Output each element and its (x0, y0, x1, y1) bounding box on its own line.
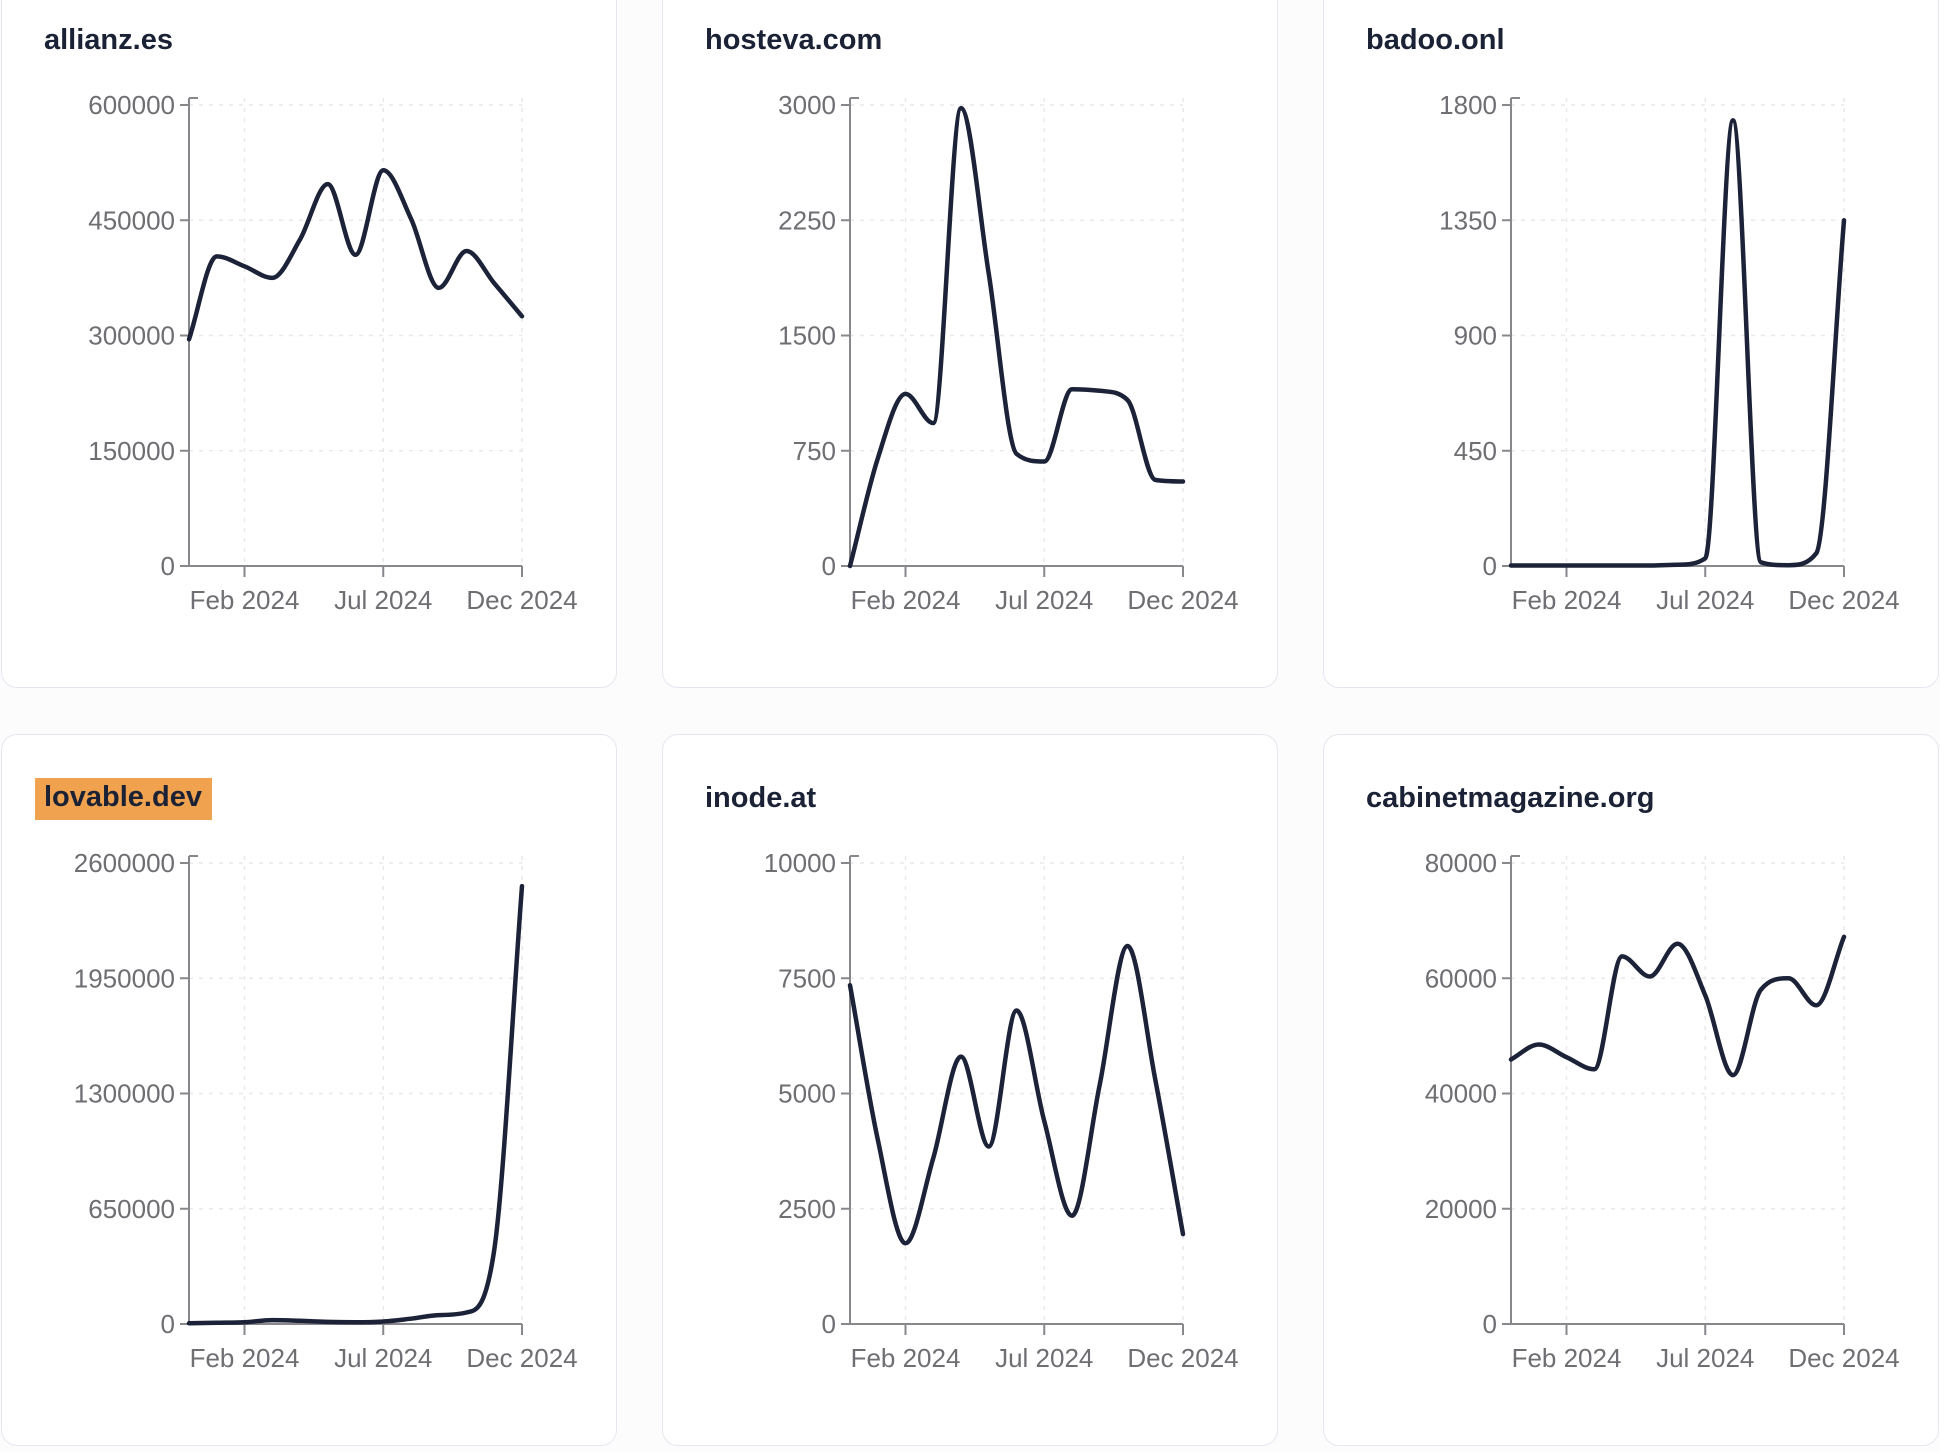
line-chart: 0 20000 40000 60000 80000 Feb 2024 Jul 2024 Dec… (1425, 848, 1900, 1373)
svg-text:0: 0 (161, 551, 175, 581)
line-chart: 0 650000 1300000 1950000 2600000 Feb 2024 Jul … (74, 848, 578, 1373)
svg-text:0: 0 (822, 551, 836, 581)
svg-text:650000: 650000 (88, 1194, 175, 1224)
chart-card-cabinetmagazine-org: cabinetmagazine.org 0 20000 40000 60000 8000… (1323, 734, 1939, 1446)
line-chart: 0 150000 300000 450000 600000 Feb 2024 Jul 202… (88, 90, 577, 615)
chart-header: hosteva.com (705, 21, 882, 61)
svg-text:40000: 40000 (1425, 1079, 1497, 1109)
svg-text:150000: 150000 (88, 436, 175, 466)
svg-text:80000: 80000 (1425, 848, 1497, 878)
chart-card-badoo-onl: badoo.onl 0 450 900 1350 1800 Feb 2024 Jul 202… (1323, 0, 1939, 688)
svg-text:1950000: 1950000 (74, 963, 175, 993)
svg-text:1800: 1800 (1439, 90, 1497, 120)
svg-text:1300000: 1300000 (74, 1079, 175, 1109)
svg-text:Jul 2024: Jul 2024 (334, 1343, 432, 1373)
svg-text:900: 900 (1454, 321, 1497, 351)
svg-text:1500: 1500 (778, 321, 836, 351)
svg-text:10000: 10000 (764, 848, 836, 878)
svg-text:0: 0 (161, 1309, 175, 1339)
svg-text:300000: 300000 (88, 321, 175, 351)
domain-title[interactable]: allianz.es (44, 24, 173, 57)
svg-text:Jul 2024: Jul 2024 (1656, 1343, 1754, 1373)
chart-header: allianz.es (44, 21, 173, 61)
domain-title[interactable]: hosteva.com (705, 24, 883, 57)
domain-title[interactable]: badoo.onl (1366, 24, 1505, 57)
svg-text:Jul 2024: Jul 2024 (1656, 585, 1754, 615)
svg-text:5000: 5000 (778, 1079, 836, 1109)
svg-text:Feb 2024: Feb 2024 (1512, 1343, 1622, 1373)
svg-text:0: 0 (822, 1309, 836, 1339)
svg-text:3000: 3000 (778, 90, 836, 120)
line-chart: 0 450 900 1350 1800 Feb 2024 Jul 2024 Dec 2024 (1439, 90, 1900, 615)
svg-text:20000: 20000 (1425, 1194, 1497, 1224)
svg-text:60000: 60000 (1425, 963, 1497, 993)
svg-text:Dec 2024: Dec 2024 (466, 585, 577, 615)
svg-text:Feb 2024: Feb 2024 (851, 1343, 961, 1373)
chart-header: cabinetmagazine.org (1366, 779, 1654, 819)
domain-title[interactable]: inode.at (705, 782, 817, 815)
svg-text:750: 750 (793, 436, 836, 466)
svg-text:Dec 2024: Dec 2024 (1127, 585, 1238, 615)
svg-text:Dec 2024: Dec 2024 (466, 1343, 577, 1373)
svg-text:2500: 2500 (778, 1194, 836, 1224)
svg-text:2250: 2250 (778, 205, 836, 235)
svg-text:Jul 2024: Jul 2024 (334, 585, 432, 615)
svg-text:Feb 2024: Feb 2024 (1512, 585, 1622, 615)
chart-card-hosteva-com: hosteva.com 0 750 1500 2250 3000 Feb 2024 Jul … (662, 0, 1278, 688)
svg-text:1350: 1350 (1439, 205, 1497, 235)
svg-text:600000: 600000 (88, 90, 175, 120)
domain-title[interactable]: cabinetmagazine.org (1366, 782, 1655, 815)
domain-title-highlighted[interactable]: lovable.dev (35, 778, 212, 820)
svg-text:Feb 2024: Feb 2024 (851, 585, 961, 615)
svg-text:Jul 2024: Jul 2024 (995, 1343, 1093, 1373)
chart-card-allianz-es: allianz.es 0 150000 300000 450000 600000 Feb … (1, 0, 617, 688)
svg-text:Jul 2024: Jul 2024 (995, 585, 1093, 615)
chart-header: inode.at (705, 779, 816, 819)
line-chart: 0 2500 5000 7500 10000 Feb 2024 Jul 2024 Dec 20… (764, 848, 1239, 1373)
svg-text:Dec 2024: Dec 2024 (1788, 585, 1899, 615)
line-chart: 0 750 1500 2250 3000 Feb 2024 Jul 2024 Dec 2024 (778, 90, 1239, 615)
svg-text:0: 0 (1483, 1309, 1497, 1339)
svg-text:Dec 2024: Dec 2024 (1788, 1343, 1899, 1373)
svg-text:450: 450 (1454, 436, 1497, 466)
chart-header: badoo.onl (1366, 21, 1505, 61)
chart-card-inode-at: inode.at 0 2500 5000 7500 10000 Feb 2024 Jul 2… (662, 734, 1278, 1446)
svg-text:0: 0 (1483, 551, 1497, 581)
svg-text:Feb 2024: Feb 2024 (190, 1343, 300, 1373)
svg-text:2600000: 2600000 (74, 848, 175, 878)
svg-text:7500: 7500 (778, 963, 836, 993)
chart-header: lovable.dev (35, 778, 212, 820)
svg-text:Feb 2024: Feb 2024 (190, 585, 300, 615)
svg-text:Dec 2024: Dec 2024 (1127, 1343, 1238, 1373)
svg-text:450000: 450000 (88, 205, 175, 235)
chart-card-lovable-dev: lovable.dev 0 650000 1300000 1950000 2600000… (1, 734, 617, 1446)
